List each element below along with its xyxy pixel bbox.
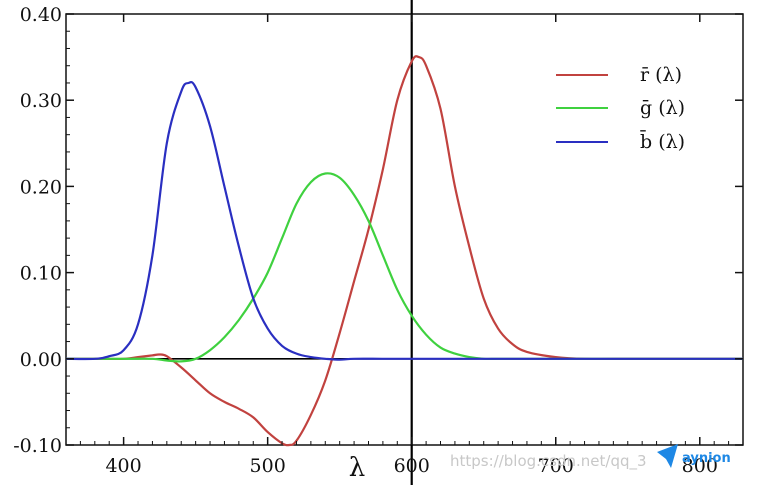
watermark-url: https://blog.csdn.net/qq_3 xyxy=(450,452,647,471)
legend-label-r: r̄ (λ) xyxy=(640,64,682,86)
series-layer xyxy=(65,55,743,447)
y-tick-label: 0.00 xyxy=(20,349,62,371)
paper-plane-icon xyxy=(657,444,678,468)
plot-area xyxy=(65,13,744,446)
x-tick-label: 600 xyxy=(394,455,430,477)
legend: r̄ (λ) ḡ (λ) b̄ (λ) xyxy=(556,64,685,153)
legend-label-b: b̄ (λ) xyxy=(640,129,685,153)
y-tick-label: 0.40 xyxy=(20,4,62,26)
plot-frame xyxy=(65,13,744,446)
g-bar-series-line xyxy=(65,172,743,363)
x-axis-title: λ xyxy=(349,453,365,483)
legend-label-g: ḡ (λ) xyxy=(640,97,685,119)
ticks-layer: 400 500 600 700 800 -0.10 0.00 0.10 0.20 0.30 0.40 xyxy=(13,4,744,477)
y-tick-label: 0.20 xyxy=(20,176,62,198)
y-tick-label: 0.10 xyxy=(20,263,62,285)
y-tick-label: 0.30 xyxy=(20,90,62,112)
x-tick-label: 700 xyxy=(538,455,574,477)
b-bar-series-line xyxy=(65,81,743,361)
y-tick-label: -0.10 xyxy=(13,435,62,457)
x-tick-label: 400 xyxy=(105,455,141,477)
watermark-logo: aynion xyxy=(657,444,731,468)
watermark: https://blog.csdn.net/qq_3 aynion xyxy=(450,444,731,471)
r-bar-series-line xyxy=(65,55,743,447)
x-tick-label: 500 xyxy=(250,455,286,477)
watermark-logo-text: aynion xyxy=(682,451,731,466)
x-tick-label: 800 xyxy=(682,455,718,477)
